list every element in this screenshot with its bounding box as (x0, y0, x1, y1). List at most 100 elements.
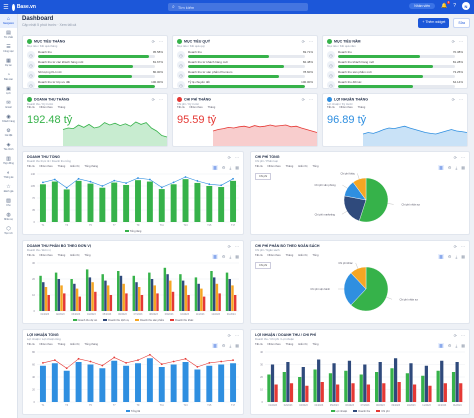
bar[interactable] (230, 363, 237, 402)
bar[interactable] (206, 186, 213, 222)
bar[interactable] (351, 383, 355, 402)
settings-icon[interactable]: ⚙ (447, 254, 452, 259)
filter-chip[interactable]: Tháng (57, 343, 66, 346)
more-icon[interactable]: ⋯ (459, 97, 463, 102)
refresh-icon[interactable]: ⟳ (151, 97, 155, 102)
bar[interactable] (298, 377, 302, 402)
bar[interactable] (70, 279, 73, 311)
bar[interactable] (194, 182, 201, 222)
filter-chip[interactable]: Nhóm theo (189, 106, 203, 109)
calendar-icon[interactable]: ▦ (461, 165, 465, 170)
sidebar-item[interactable]: ◐ Thống kê (0, 168, 17, 182)
bar[interactable] (75, 180, 82, 222)
legend-item[interactable]: Tổng lãi (125, 410, 140, 413)
sidebar-item[interactable]: ▦ Dự án (0, 56, 17, 70)
refresh-icon[interactable]: ⟳ (227, 244, 231, 249)
bar[interactable] (99, 187, 106, 222)
bar[interactable] (187, 295, 190, 311)
help-icon[interactable]: ? (453, 3, 456, 9)
bar[interactable] (119, 275, 123, 311)
bar[interactable] (153, 285, 156, 311)
bar[interactable] (230, 180, 237, 222)
series-select[interactable]: Chi phí (255, 173, 272, 180)
bar[interactable] (75, 362, 82, 402)
bar[interactable] (78, 296, 82, 311)
bar[interactable] (63, 370, 70, 402)
bar[interactable] (194, 277, 198, 311)
bar[interactable] (179, 274, 182, 311)
bar[interactable] (39, 184, 46, 222)
bar[interactable] (428, 385, 432, 402)
filter-chip[interactable]: Tổng tháng (84, 343, 98, 346)
filter-chip[interactable]: Tháng (57, 106, 66, 109)
bar[interactable] (359, 374, 363, 403)
download-icon[interactable]: ⤓ (229, 343, 232, 348)
filter-chip[interactable]: Tổng (312, 254, 319, 257)
bar[interactable] (305, 385, 309, 402)
bar[interactable] (375, 372, 379, 402)
bar[interactable] (170, 184, 177, 222)
bar[interactable] (88, 277, 92, 311)
bar[interactable] (313, 369, 317, 403)
bar[interactable] (206, 365, 213, 402)
legend-item[interactable]: Doanh thu sản phẩm (135, 319, 164, 322)
bar[interactable] (148, 272, 151, 311)
bar[interactable] (158, 367, 165, 402)
bar[interactable] (336, 384, 340, 403)
bar[interactable] (424, 365, 428, 402)
bar[interactable] (436, 370, 440, 402)
more-icon[interactable]: ⋯ (461, 244, 465, 249)
filter-chip[interactable]: Hiển thị (298, 343, 308, 346)
bar-chart-icon[interactable]: ▥ (212, 254, 218, 259)
filter-chip[interactable]: Tất cả (27, 343, 35, 346)
more-icon[interactable]: ⋯ (309, 39, 313, 44)
bar[interactable] (347, 360, 352, 402)
bar[interactable] (218, 293, 221, 311)
refresh-icon[interactable]: ⟳ (453, 244, 457, 249)
app-logo[interactable]: Base.vn (12, 0, 36, 14)
bar-chart-icon[interactable]: ▥ (438, 254, 444, 259)
refresh-icon[interactable]: ⟳ (301, 39, 305, 44)
bar[interactable] (99, 368, 106, 402)
bar[interactable] (101, 274, 104, 311)
bar[interactable] (106, 285, 110, 311)
search-input[interactable]: ⌕ Tìm kiếm (168, 3, 308, 11)
filter-chip[interactable]: Nhóm theo (267, 254, 281, 257)
bar[interactable] (363, 364, 367, 403)
bar[interactable] (378, 362, 382, 402)
bar[interactable] (390, 368, 394, 402)
filter-chip[interactable]: Nhóm theo (39, 106, 53, 109)
pie-slice[interactable] (343, 195, 367, 222)
more-icon[interactable]: ⋯ (159, 39, 163, 44)
refresh-icon[interactable]: ⟳ (301, 97, 305, 102)
bar[interactable] (51, 181, 58, 222)
bar[interactable] (405, 373, 409, 402)
sidebar-item[interactable]: ⬡ Tiện ích (0, 224, 17, 238)
bar[interactable] (212, 277, 216, 311)
refresh-icon[interactable]: ⟳ (451, 97, 455, 102)
bar[interactable] (233, 295, 237, 311)
bar[interactable] (200, 288, 203, 311)
bar[interactable] (366, 384, 371, 403)
filter-chip[interactable]: Tháng (285, 165, 294, 168)
bar-chart-icon[interactable]: ▥ (438, 165, 444, 170)
bar[interactable] (132, 275, 136, 311)
more-icon[interactable]: ⋯ (235, 333, 239, 338)
filter-chip[interactable]: Hiển thị (70, 343, 80, 346)
sidebar-item[interactable]: ▥ Hợp đồng (0, 154, 17, 168)
filter-chip[interactable]: Tất cả (27, 106, 35, 109)
filter-chip[interactable]: Tất cả (255, 165, 263, 168)
sidebar-item[interactable]: ⚙ Cài đặt (0, 126, 17, 140)
refresh-icon[interactable]: ⟳ (453, 333, 457, 338)
bar[interactable] (135, 282, 138, 311)
more-icon[interactable]: ⋯ (235, 155, 239, 160)
calendar-icon[interactable]: ▦ (235, 343, 239, 348)
calendar-icon[interactable]: ▦ (461, 343, 465, 348)
bar[interactable] (87, 364, 94, 403)
bar[interactable] (332, 363, 336, 402)
legend-item[interactable]: Chi phí (376, 410, 389, 413)
bar[interactable] (412, 384, 417, 403)
bar[interactable] (47, 295, 50, 311)
bar[interactable] (421, 375, 425, 402)
bar[interactable] (42, 282, 45, 311)
